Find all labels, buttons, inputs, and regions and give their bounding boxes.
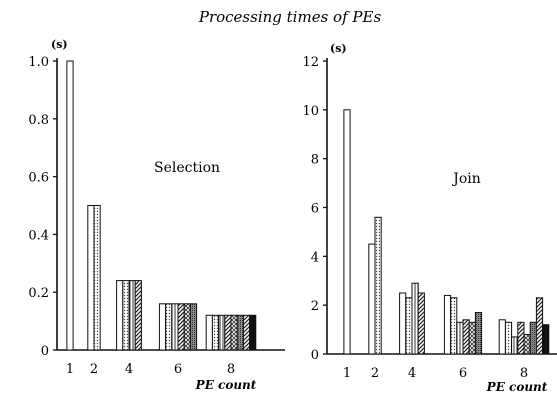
bar [66,60,74,351]
bar [116,280,124,351]
y-tick-label: 8 [311,153,319,168]
bar [134,280,142,351]
bar [171,303,179,351]
panel-label: Join [451,171,481,187]
bar [468,321,476,355]
x-tick-label: 1 [66,362,74,377]
bar [211,314,220,351]
bar [504,321,513,355]
bar [529,321,537,355]
bar [542,324,550,355]
bar [189,303,198,351]
bar [399,292,407,355]
bar [249,314,257,351]
y-unit-label: (s) [330,42,347,55]
x-tick-label: 2 [90,362,98,377]
x-axis-title: PE count [486,380,548,394]
bar [411,282,419,355]
chart-title: Processing times of PEs [198,8,382,26]
y-tick-label: 0 [41,344,49,359]
bar [242,314,251,351]
bar [224,314,232,351]
x-tick-label: 1 [343,366,351,381]
x-tick-label: 8 [520,366,528,381]
bar [450,297,458,355]
panel-label: Selection [154,160,220,176]
y-tick-label: 2 [311,299,319,314]
bar [128,280,136,351]
bar [87,205,95,351]
bar [511,336,519,355]
bar [218,314,226,351]
x-tick-label: 6 [174,362,182,377]
bar [230,314,238,351]
y-tick-label: 0.8 [28,113,49,128]
y-tick-label: 1.0 [28,55,49,70]
bar [443,294,452,355]
bar [93,205,101,351]
x-axis-title: PE count [195,378,257,392]
bar [405,297,413,355]
x-tick-label: 8 [227,362,235,377]
bar [498,319,506,355]
y-tick-label: 6 [311,202,319,217]
y-tick-label: 10 [302,104,319,119]
y-tick-label: 0.6 [28,171,49,186]
bar [523,334,531,355]
bar [374,216,382,355]
bar [236,314,244,351]
y-tick-label: 12 [302,55,319,70]
y-tick-label: 0 [311,348,319,363]
bar [122,280,130,351]
bar [177,303,185,351]
panel-selection: 0 0.2 0.4 0.6 0.8 1.0(s) Selection 1 2 4 6 8PE coun… [28,38,285,392]
x-tick-label: 4 [408,366,416,381]
bar [456,321,464,355]
bar [417,292,425,355]
bar [205,314,213,351]
bar [343,109,351,355]
bar [517,321,525,355]
x-tick-label: 6 [459,366,467,381]
y-tick-label: 0.4 [28,228,49,243]
bar [462,319,470,355]
y-unit-label: (s) [51,38,68,51]
x-tick-label: 2 [371,366,379,381]
y-tick-label: 0.2 [28,286,49,301]
bar [535,297,544,355]
bar [158,303,167,351]
x-tick-label: 4 [125,362,133,377]
bar [368,243,376,355]
bar [165,303,173,351]
bar [474,312,483,355]
bar [183,303,191,351]
y-tick-label: 4 [311,250,319,265]
